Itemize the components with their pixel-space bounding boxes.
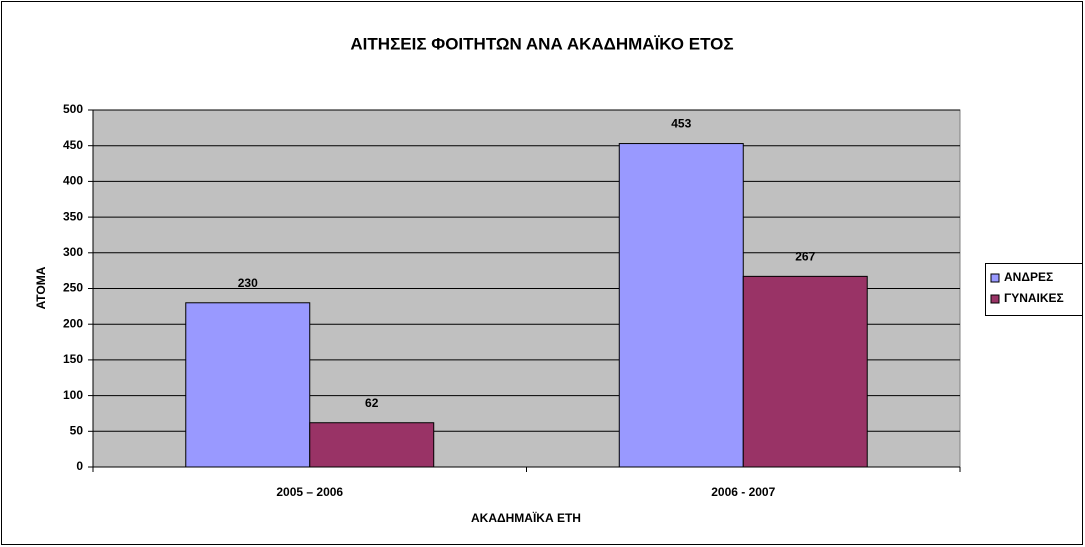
y-tick-label: 450 <box>63 138 83 152</box>
bar <box>185 302 311 468</box>
y-tick-label: 100 <box>63 388 83 402</box>
y-tick-label: 50 <box>70 423 84 437</box>
data-label: 62 <box>365 396 379 410</box>
bar <box>618 143 744 468</box>
legend-label: ΓΥΝΑΙΚΕΣ <box>1004 291 1064 305</box>
bar <box>309 422 435 468</box>
legend-box <box>985 263 1083 316</box>
legend-label: ΑΝΔΡΕΣ <box>1004 270 1053 284</box>
y-tick-label: 400 <box>63 174 83 188</box>
legend-swatch <box>990 273 1000 283</box>
x-tick-label: 2006 - 2007 <box>711 485 775 499</box>
data-label: 230 <box>238 276 258 290</box>
y-tick-label: 200 <box>63 316 83 330</box>
bar <box>742 275 868 468</box>
y-tick-label: 500 <box>63 102 83 116</box>
chart-title: ΑΙΤΗΣΕΙΣ ΦΟΙΤΗΤΩΝ ΑΝΑ ΑΚΑΔΗΜΑΪΚΟ ΕΤΟΣ <box>350 34 733 53</box>
y-tick-label: 300 <box>63 245 83 259</box>
y-tick-label: 250 <box>63 281 83 295</box>
y-tick-label: 150 <box>63 352 83 366</box>
y-tick-label: 350 <box>63 209 83 223</box>
x-tick-label: 2005 – 2006 <box>276 485 343 499</box>
data-label: 267 <box>795 250 815 264</box>
y-tick-label: 0 <box>76 459 83 473</box>
data-label: 453 <box>671 117 691 131</box>
y-axis-label: ΑΤΟΜΑ <box>34 266 48 309</box>
x-axis-label: ΑΚΑΔΗΜΑΪΚΑ ΕΤΗ <box>471 510 581 525</box>
legend-swatch <box>990 294 1000 304</box>
